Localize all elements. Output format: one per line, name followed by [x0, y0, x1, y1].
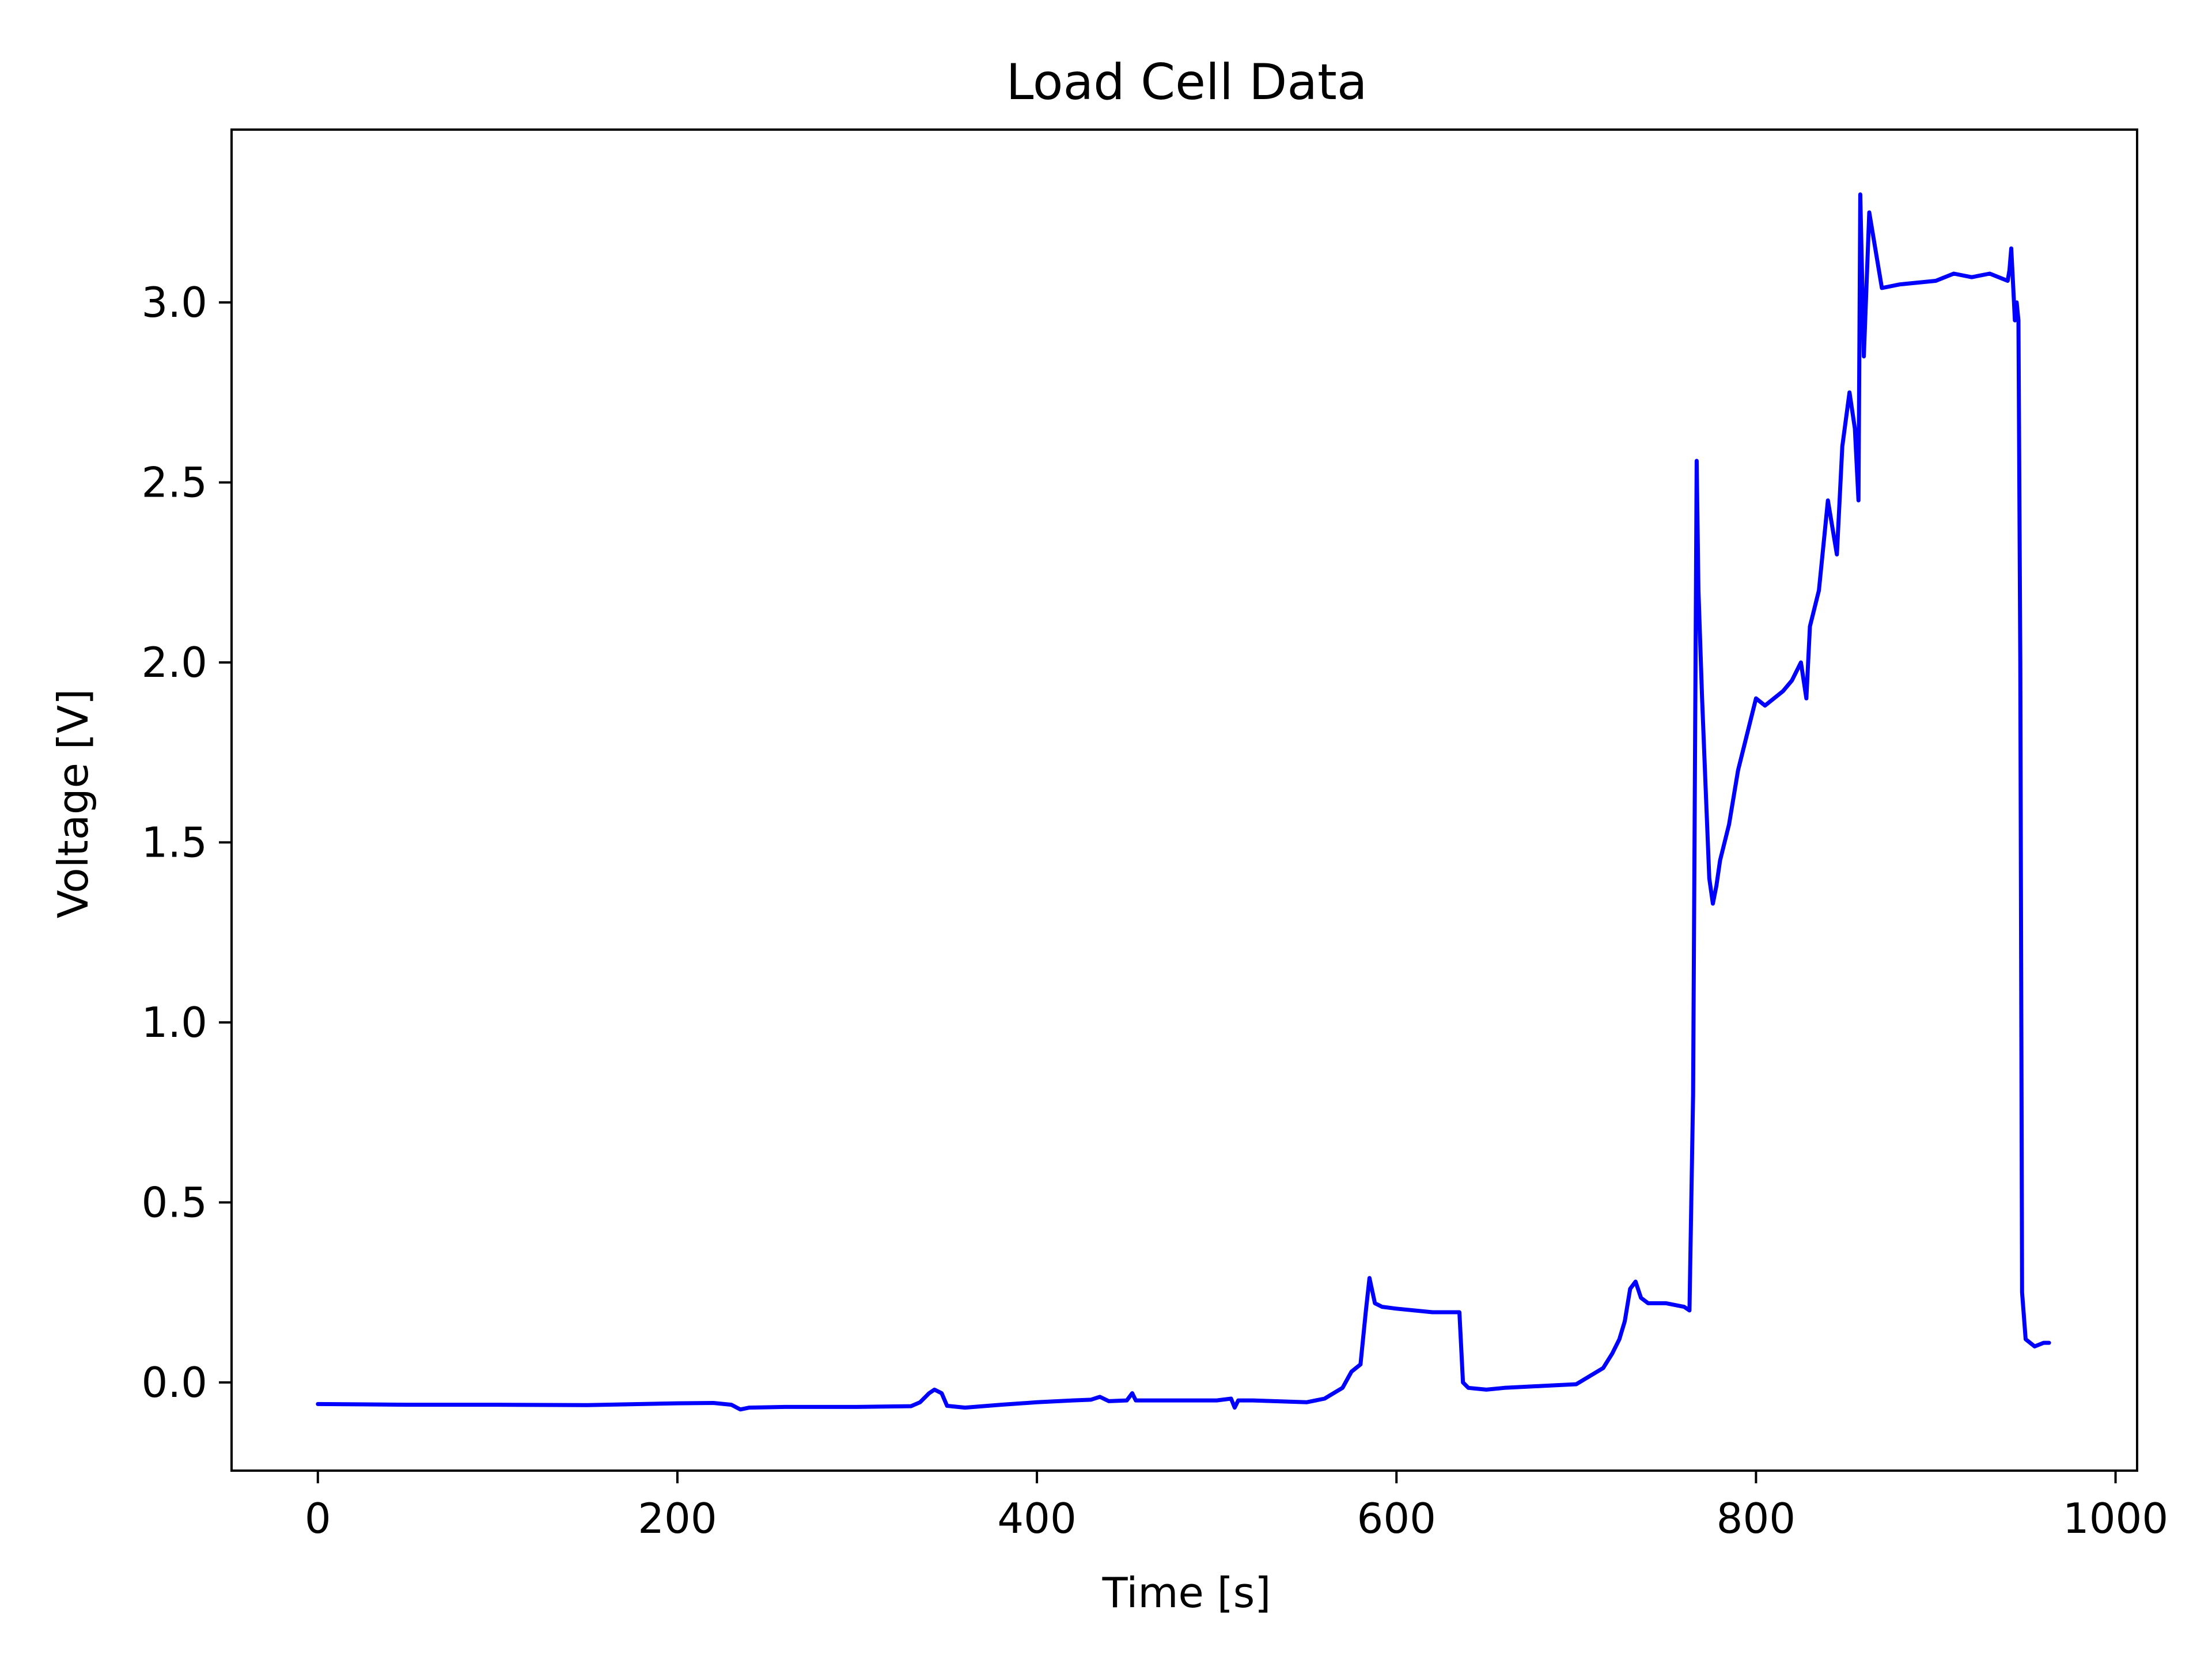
- y-tick-label: 2.0: [141, 638, 207, 687]
- x-axis: 0 200 400 600 800 1000: [305, 1471, 2168, 1543]
- x-tick-label: 1000: [2063, 1494, 2168, 1543]
- y-tick-label: 3.0: [141, 278, 207, 327]
- x-tick-label: 800: [1717, 1494, 1796, 1543]
- x-tick-label: 400: [997, 1494, 1076, 1543]
- x-tick-label: 200: [638, 1494, 717, 1543]
- y-tick-label: 1.0: [141, 998, 207, 1047]
- y-tick-label: 0.5: [141, 1178, 207, 1226]
- series-line-0: [316, 192, 2051, 1412]
- x-axis-label: Time [s]: [1102, 1569, 1271, 1617]
- y-axis: 0.0 0.5 1.0 1.5 2.0 2.5 3.0: [141, 278, 232, 1407]
- y-tick-label: 2.5: [141, 458, 207, 506]
- y-tick-label: 1.5: [141, 818, 207, 866]
- x-tick-label: 600: [1357, 1494, 1436, 1543]
- chart-title: Load Cell Data: [1006, 54, 1367, 111]
- y-tick-label: 0.0: [141, 1358, 207, 1407]
- series-layer: [316, 192, 2051, 1412]
- plot-frame: [230, 128, 2138, 1472]
- x-tick-label: 0: [305, 1494, 331, 1543]
- y-axis-label: Voltage [V]: [49, 689, 97, 918]
